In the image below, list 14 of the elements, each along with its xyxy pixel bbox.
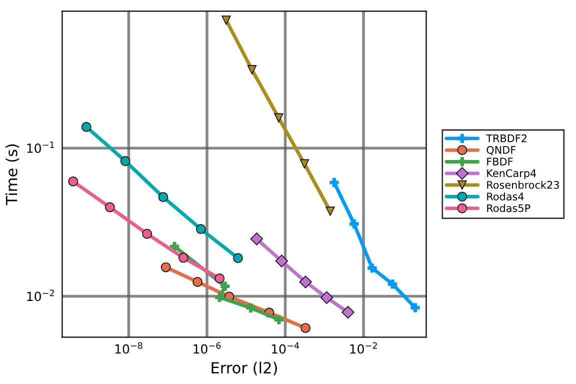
legend-label: KenCarp4 (487, 169, 536, 180)
y-tick-label: 10$^{−1}$ (27, 142, 54, 153)
legend-label: TRBDF2 (486, 134, 526, 142)
y-axis-title: Time (s) (6, 144, 20, 206)
legend-label: Rodas4 (487, 192, 524, 200)
legend-label: Rodas5P (487, 204, 530, 212)
legend-label: FBDF (487, 158, 513, 166)
x-tick-label: 10$^{−6}$ (194, 342, 221, 354)
x-tick-label: 10$^{−4}$ (272, 342, 300, 354)
x-axis-title: Error (l2) (212, 362, 277, 376)
x-tick-label: 10$^{−8}$ (115, 342, 142, 354)
legend-label: Rosenbrock23 (487, 180, 559, 189)
legend-label: QNDF (486, 146, 516, 156)
x-tick-label: 10$^{−2}$ (350, 342, 377, 354)
